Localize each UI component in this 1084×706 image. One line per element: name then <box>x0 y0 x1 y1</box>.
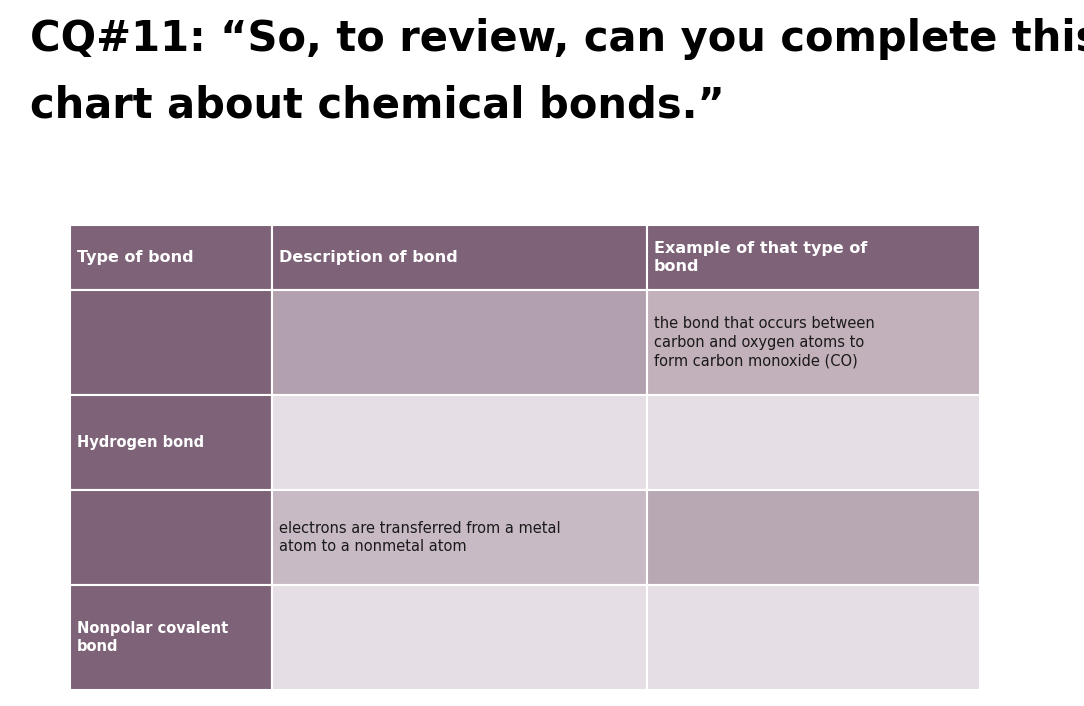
Text: Description of bond: Description of bond <box>279 250 457 265</box>
Text: chart about chemical bonds.”: chart about chemical bonds.” <box>30 85 725 127</box>
Text: CQ#11: “So, to review, can you complete this: CQ#11: “So, to review, can you complete … <box>30 18 1084 60</box>
Text: the bond that occurs between
carbon and oxygen atoms to
form carbon monoxide (CO: the bond that occurs between carbon and … <box>654 316 875 369</box>
Text: Type of bond: Type of bond <box>77 250 194 265</box>
Text: Hydrogen bond: Hydrogen bond <box>77 435 204 450</box>
Text: electrons are transferred from a metal
atom to a nonmetal atom: electrons are transferred from a metal a… <box>279 521 560 554</box>
Text: Nonpolar covalent
bond: Nonpolar covalent bond <box>77 621 229 654</box>
Text: Example of that type of
bond: Example of that type of bond <box>654 241 867 275</box>
